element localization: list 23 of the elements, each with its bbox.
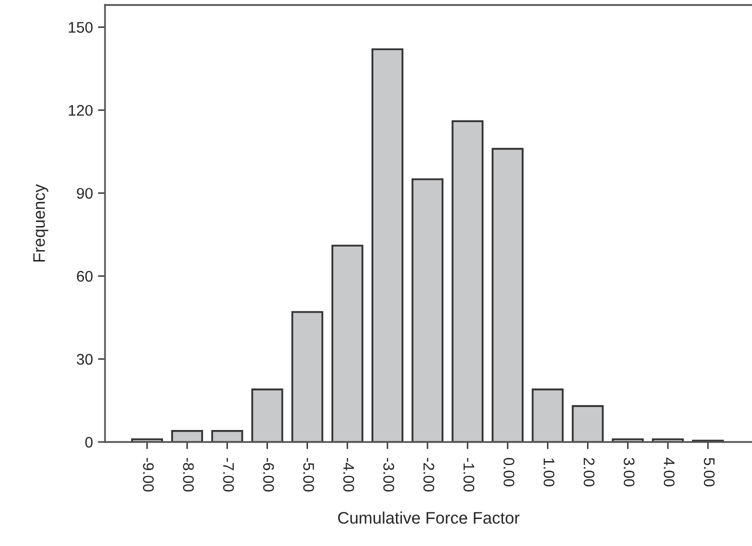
x-tick-label: -2.00 [423, 458, 434, 492]
y-tick-label: 0 [85, 436, 93, 448]
y-axis-title: Frequency [33, 184, 48, 262]
y-tick-label: 150 [68, 22, 93, 33]
y-tick-label: 30 [76, 354, 93, 365]
x-tick-label: -1.00 [463, 458, 474, 492]
y-tick-label: 90 [76, 188, 93, 199]
x-tick-label: 3.00 [624, 458, 635, 486]
x-tick-label: -4.00 [343, 458, 354, 492]
x-tick-label: -8.00 [183, 458, 194, 492]
x-tick-label: -5.00 [303, 458, 314, 492]
x-tick-label: 2.00 [584, 458, 594, 486]
x-tick-label: -9.00 [142, 458, 154, 492]
x-tick-label: 5.00 [704, 458, 715, 486]
x-tick-label: -3.00 [383, 458, 394, 492]
y-tick-label: 120 [68, 104, 93, 116]
y-tick-label: 60 [76, 270, 93, 282]
x-tick-label: 4.00 [664, 458, 675, 486]
x-tick-label: 0.00 [504, 458, 514, 486]
x-tick-label: 1.00 [544, 458, 554, 486]
x-axis-title: Cumulative Force Factor [338, 512, 520, 524]
x-tick-label: -6.00 [263, 458, 274, 492]
x-tick-label: -7.00 [223, 458, 234, 492]
